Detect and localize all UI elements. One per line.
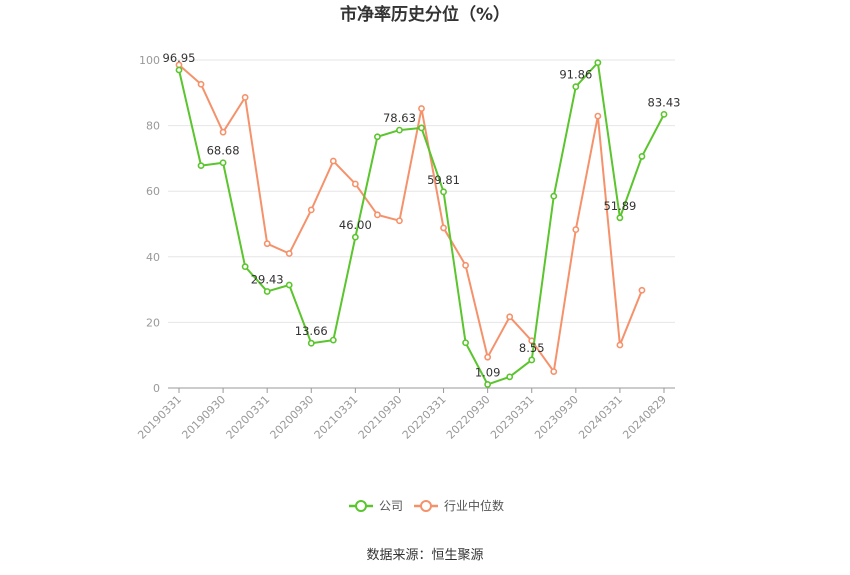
data-point-company[interactable] xyxy=(263,288,271,295)
data-point-industry[interactable] xyxy=(197,80,205,88)
legend[interactable]: 公司 行业中位数 xyxy=(349,498,504,513)
x-tick-label: 20200930 xyxy=(268,393,317,442)
legend-label-industry: 行业中位数 xyxy=(444,498,504,513)
data-point-company[interactable] xyxy=(241,263,249,271)
x-tick-label: 20230930 xyxy=(532,393,581,442)
legend-swatch-industry-marker xyxy=(420,500,432,512)
data-point-company[interactable] xyxy=(197,162,205,170)
series-industry xyxy=(175,61,646,375)
data-point-industry[interactable] xyxy=(307,206,315,214)
data-label: 68.68 xyxy=(207,144,240,158)
data-point-company[interactable] xyxy=(484,381,492,388)
series-company xyxy=(175,59,668,388)
data-point-industry[interactable] xyxy=(594,112,602,120)
data-point-company[interactable] xyxy=(307,339,315,347)
x-tick-label: 20190331 xyxy=(135,393,184,442)
data-point-company[interactable] xyxy=(219,159,227,167)
x-tick-label: 20240331 xyxy=(576,393,625,442)
data-point-company[interactable] xyxy=(285,281,293,289)
data-point-company[interactable] xyxy=(550,192,558,200)
data-point-company[interactable] xyxy=(440,188,447,196)
x-tick-label: 20210331 xyxy=(312,393,361,442)
data-point-company[interactable] xyxy=(660,110,668,118)
data-point-industry[interactable] xyxy=(374,211,381,219)
data-point-industry[interactable] xyxy=(440,224,447,232)
data-point-company[interactable] xyxy=(462,339,469,347)
data-point-industry[interactable] xyxy=(285,250,293,257)
y-tick-label: 40 xyxy=(146,251,160,264)
x-tick-label: 20200331 xyxy=(224,393,273,442)
legend-label-company: 公司 xyxy=(379,499,403,513)
data-label: 13.66 xyxy=(295,324,328,338)
legend-item-company[interactable]: 公司 xyxy=(349,499,403,513)
data-point-industry[interactable] xyxy=(616,341,624,349)
data-point-industry[interactable] xyxy=(396,217,403,225)
data-point-company[interactable] xyxy=(396,126,403,134)
data-point-industry[interactable] xyxy=(263,240,271,248)
y-tick-label: 100 xyxy=(139,54,160,67)
data-point-company[interactable] xyxy=(374,133,381,141)
data-point-company[interactable] xyxy=(329,336,337,344)
data-label: 59.81 xyxy=(427,173,460,187)
data-label: 96.95 xyxy=(163,51,196,65)
data-label: 91.86 xyxy=(559,68,592,82)
legend-swatch-company-marker xyxy=(355,500,367,512)
data-point-company[interactable] xyxy=(528,356,536,364)
x-tick-label: 20240829 xyxy=(620,393,669,442)
y-tick-label: 80 xyxy=(146,120,160,133)
data-label: 83.43 xyxy=(648,95,681,109)
data-point-industry[interactable] xyxy=(219,128,227,136)
data-point-industry[interactable] xyxy=(418,105,425,112)
grid xyxy=(168,59,675,323)
chart-title: 市净率历史分位（%） xyxy=(340,4,510,25)
data-point-industry[interactable] xyxy=(484,353,492,361)
data-point-industry[interactable] xyxy=(462,261,469,269)
legend-item-industry[interactable]: 行业中位数 xyxy=(414,498,504,513)
data-label: 29.43 xyxy=(251,272,284,286)
data-label: 51.89 xyxy=(603,199,636,213)
y-tick-label: 60 xyxy=(146,185,160,198)
data-point-industry[interactable] xyxy=(638,286,646,294)
series-line-industry xyxy=(178,64,643,373)
y-axis: 0 20 40 60 80 100 xyxy=(139,54,160,395)
data-point-company[interactable] xyxy=(594,59,602,67)
data-label: 1.09 xyxy=(475,365,501,379)
series-layer: 96.95 68.68 29.43 13.66 46.00 78.63 59.81 1.09 8… xyxy=(163,51,681,388)
data-point-industry[interactable] xyxy=(550,368,558,375)
x-tick-label: 20230331 xyxy=(488,393,537,442)
data-label: 8.55 xyxy=(519,341,545,355)
data-point-company[interactable] xyxy=(572,83,580,91)
data-point-company[interactable] xyxy=(175,66,183,74)
x-tick-label: 20190930 xyxy=(179,393,228,442)
y-tick-label: 20 xyxy=(146,316,160,329)
data-point-company[interactable] xyxy=(506,373,514,381)
data-labels: 96.95 68.68 29.43 13.66 46.00 78.63 59.81 1.09 8… xyxy=(163,51,681,379)
data-point-industry[interactable] xyxy=(572,226,580,233)
data-point-industry[interactable] xyxy=(351,180,359,188)
data-point-industry[interactable] xyxy=(329,157,337,165)
x-axis: 2019033120190930202003312020093020210331… xyxy=(135,387,675,442)
data-point-company[interactable] xyxy=(351,233,359,241)
data-point-company[interactable] xyxy=(418,124,425,132)
data-label: 46.00 xyxy=(339,218,372,232)
y-tick-label: 0 xyxy=(153,382,160,395)
x-tick-label: 20210930 xyxy=(356,393,405,442)
data-source: 数据来源：恒生聚源 xyxy=(366,548,483,563)
data-point-industry[interactable] xyxy=(506,313,514,321)
data-point-company[interactable] xyxy=(616,214,624,222)
data-point-industry[interactable] xyxy=(241,93,249,101)
x-tick-label: 20220331 xyxy=(400,393,449,442)
data-point-company[interactable] xyxy=(638,153,646,160)
data-label: 78.63 xyxy=(383,111,416,125)
x-tick-label: 20220930 xyxy=(444,393,493,442)
